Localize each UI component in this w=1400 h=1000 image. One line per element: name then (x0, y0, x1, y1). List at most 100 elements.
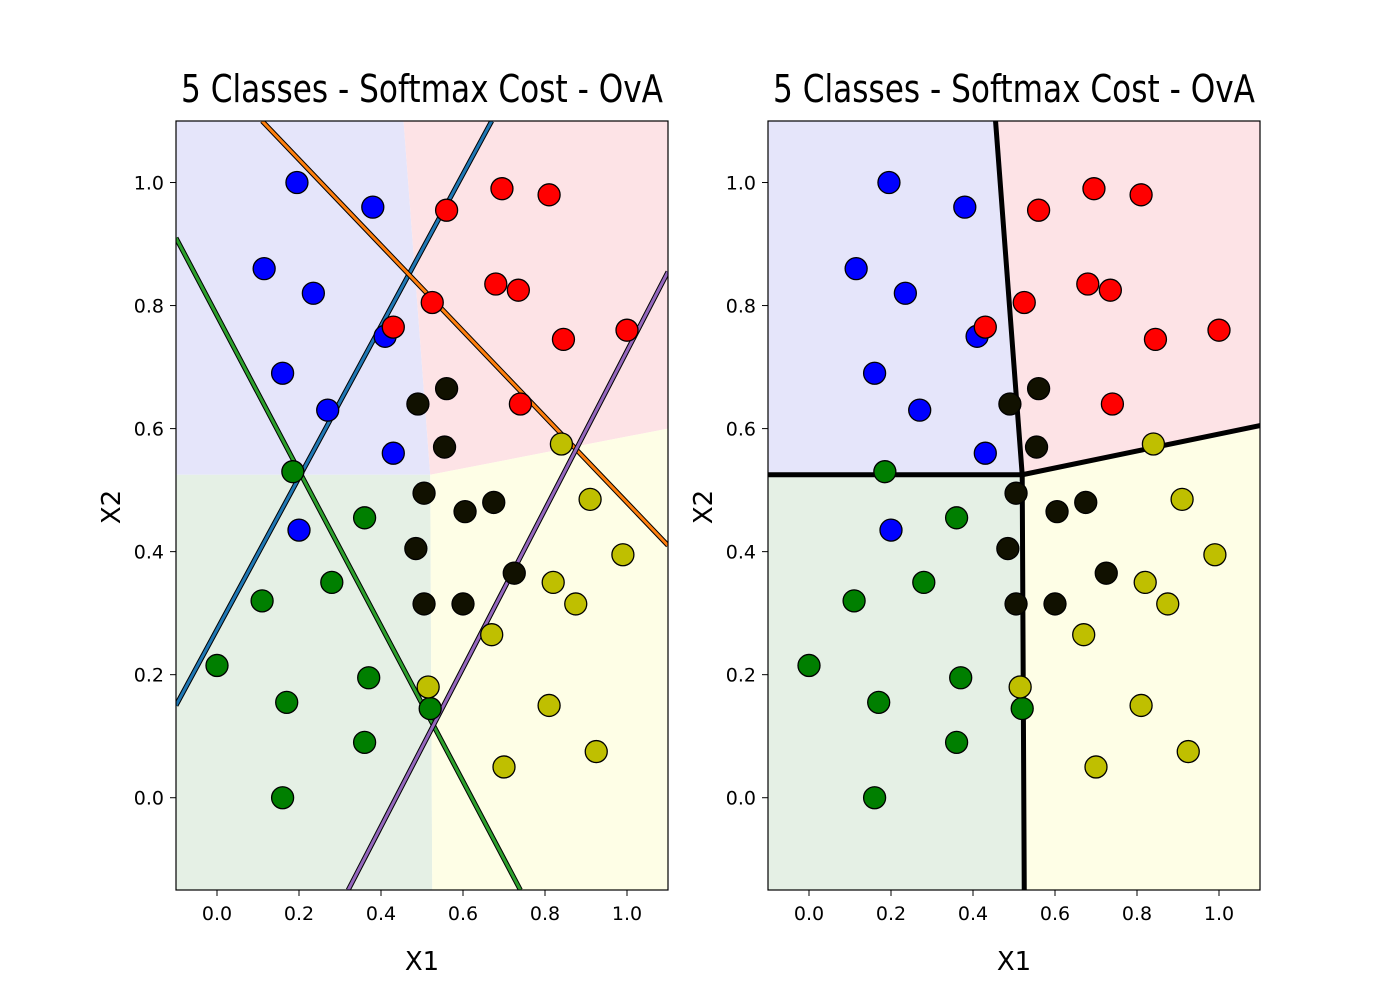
left-y-tick-label: 0.8 (134, 296, 164, 318)
right-point-red (1082, 177, 1106, 201)
left-point-dark (451, 592, 475, 616)
left-point-red (484, 272, 508, 296)
right-axes-frame (767, 120, 1261, 891)
left-x-tick-label: 0.8 (530, 903, 560, 925)
left-plot-title: 5 Classes - Softmax Cost - OvA (181, 67, 663, 111)
right-point-red (1076, 272, 1100, 296)
right-region-red (995, 121, 1260, 475)
right-point-green (912, 570, 936, 595)
right-point-blue (862, 361, 887, 385)
right-point-yellow (1008, 675, 1032, 699)
right-point-blue (879, 518, 903, 542)
right-point-yellow (1176, 739, 1200, 764)
right-point-red (1098, 278, 1122, 302)
left-y-axis-label: X2 (97, 490, 127, 524)
left-point-yellow (611, 543, 635, 567)
right-point-blue (877, 170, 901, 195)
left-region-red (403, 121, 668, 475)
left-point-blue (252, 256, 276, 281)
left-point-yellow (416, 675, 440, 699)
right-point-green (944, 506, 969, 530)
left-point-red (490, 177, 514, 201)
left-x-tick-label: 0.0 (202, 903, 232, 925)
right-point-green (873, 460, 897, 484)
right-point-yellow (1129, 693, 1153, 718)
right-point-blue (893, 281, 917, 305)
left-point-green (418, 696, 442, 721)
right-plot-area (768, 121, 1260, 890)
right-x-tick-label: 0.6 (1040, 903, 1070, 925)
right-y-tick-label: 0.2 (726, 665, 756, 687)
left-x-tick-label: 0.6 (448, 903, 478, 925)
left-point-yellow (584, 739, 608, 764)
left-point-blue (301, 281, 326, 305)
right-point-red (1100, 392, 1125, 416)
left-point-yellow (578, 487, 602, 511)
left-point-green (352, 730, 377, 755)
right-point-dark (1026, 376, 1051, 401)
right-x-tick-label: 0.4 (958, 903, 988, 925)
right-x-tick-label: 0.0 (794, 903, 824, 925)
right-point-yellow (1084, 755, 1108, 779)
right-point-yellow (1170, 487, 1194, 511)
right-point-blue (953, 195, 977, 219)
left-y-tick-label: 0.0 (134, 788, 164, 810)
right-y-tick-label: 1.0 (726, 173, 756, 195)
left-axes-frame (175, 120, 669, 891)
right-plot-panel: 5 Classes - Softmax Cost - OvA X1 X2 0.0… (689, 67, 1261, 977)
right-region-yellow (1022, 428, 1260, 890)
right-point-dark (1045, 500, 1069, 524)
left-point-red (537, 183, 561, 207)
right-point-blue (973, 441, 997, 465)
left-point-yellow (549, 432, 574, 456)
right-point-red (1207, 318, 1231, 342)
left-x-tick-label: 0.4 (366, 903, 396, 925)
left-point-yellow (492, 755, 516, 779)
right-plot-title: 5 Classes - Softmax Cost - OvA (773, 67, 1255, 111)
left-region-yellow (430, 428, 668, 890)
left-region-green (176, 474, 433, 890)
left-ova-line-green (176, 237, 522, 890)
left-point-red (420, 290, 444, 315)
left-ova-line-orange (261, 121, 668, 547)
left-point-green (275, 690, 299, 715)
left-point-red (551, 327, 576, 352)
right-point-dark (1024, 435, 1049, 459)
left-y-tick-label: 0.2 (134, 665, 164, 687)
left-point-blue (381, 441, 405, 465)
right-y-axis-label: X2 (689, 490, 719, 524)
right-point-yellow (1133, 570, 1157, 595)
left-y-tick-label: 1.0 (134, 173, 164, 195)
left-point-blue (361, 195, 385, 219)
right-point-yellow (1072, 623, 1096, 647)
left-point-green (281, 460, 305, 484)
left-plot-panel: 5 Classes - Softmax Cost - OvA X1 X2 0.0… (97, 67, 669, 977)
left-point-red (506, 278, 530, 302)
right-point-dark (1004, 481, 1028, 505)
left-point-green (320, 570, 344, 595)
left-point-yellow (564, 592, 588, 616)
left-point-blue (270, 361, 295, 385)
left-point-dark (432, 435, 457, 459)
left-point-dark (502, 561, 526, 585)
right-point-yellow (1156, 592, 1180, 616)
left-point-dark (412, 481, 436, 505)
left-plot-area (176, 121, 668, 890)
left-point-green (250, 589, 274, 613)
right-point-green (1010, 696, 1034, 721)
left-point-green (357, 666, 381, 690)
right-point-green (862, 786, 887, 810)
left-point-green (205, 653, 229, 678)
right-point-green (944, 730, 969, 755)
right-decision-boundary (993, 121, 1025, 478)
right-region-green (768, 474, 1025, 890)
right-point-blue (844, 256, 868, 281)
right-point-green (949, 666, 973, 690)
left-point-red (434, 198, 459, 222)
right-point-dark (1094, 561, 1118, 585)
left-point-yellow (541, 570, 565, 595)
left-point-yellow (480, 623, 504, 647)
left-point-blue (287, 518, 311, 542)
right-point-dark (998, 392, 1022, 416)
left-y-tick-label: 0.6 (134, 419, 164, 441)
